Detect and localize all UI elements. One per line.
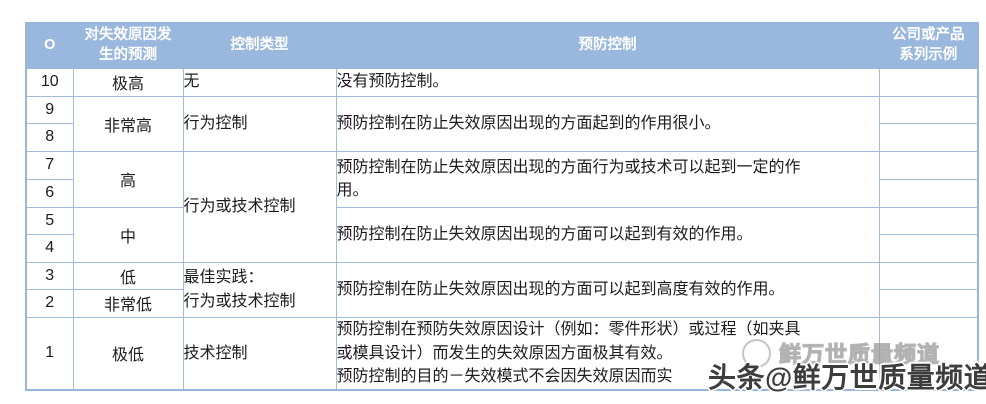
col-header-example: 公司或产品 系列示例 <box>878 22 979 69</box>
row-3: 3 低 最佳实践： 行为或技术控制 预防控制在防止失效原因出现的方面可以起到高度… <box>25 261 979 318</box>
o-cell: 10 <box>25 67 74 97</box>
row-4: 4 <box>25 233 979 263</box>
example-cell <box>878 150 979 180</box>
o-cell: 4 <box>25 233 74 263</box>
prevention-cell: 预防控制在防止失效原因出现的方面起到的作用很小。 <box>335 95 880 152</box>
example-cell <box>878 178 979 208</box>
col-header-o: O <box>25 22 74 69</box>
row-1: 1 极低 技术控制 预防控制在预防失效原因设计（例如：零件形状）或过程（如夹具 … <box>25 316 979 391</box>
prediction-cell: 非常低 <box>72 288 184 318</box>
example-cell <box>878 95 979 124</box>
col-header-control-type: 控制类型 <box>182 22 337 69</box>
o-cell: 1 <box>25 316 74 391</box>
row-10: 10 极高 无 没有预防控制。 <box>25 67 979 97</box>
example-cell <box>878 206 979 235</box>
col-header-prediction: 对失效原因发 生的预测 <box>72 22 184 69</box>
o-cell: 9 <box>25 95 74 124</box>
o-cell: 5 <box>25 206 74 235</box>
control-type-cell: 行为或技术控制 <box>182 150 337 263</box>
prediction-cell: 低 <box>72 261 184 290</box>
o-cell: 7 <box>25 150 74 180</box>
header-row: O 对失效原因发 生的预测 控制类型 预防控制 公司或产品 系列示例 <box>25 22 979 69</box>
o-cell: 8 <box>25 122 74 152</box>
example-cell <box>878 316 979 391</box>
example-cell <box>878 67 979 97</box>
prediction-cell: 中 <box>72 206 184 263</box>
prediction-cell: 高 <box>72 150 184 208</box>
example-cell <box>878 288 979 318</box>
prevention-cell: 预防控制在预防失效原因设计（例如：零件形状）或过程（如夹具 或模具设计）而发生的… <box>335 316 880 391</box>
row-6: 6 <box>25 178 979 208</box>
prevention-cell: 没有预防控制。 <box>335 67 880 97</box>
occurrence-rating-table: O 对失效原因发 生的预测 控制类型 预防控制 公司或产品 系列示例 10 极高… <box>25 22 979 391</box>
control-type-cell: 行为控制 <box>182 95 337 152</box>
example-cell <box>878 233 979 263</box>
example-cell <box>878 122 979 152</box>
control-type-cell: 最佳实践： 行为或技术控制 <box>182 261 337 318</box>
row-7: 7 高 行为或技术控制 预防控制在防止失效原因出现的方面行为或技术可以起到一定的… <box>25 150 979 263</box>
prevention-cell: 预防控制在防止失效原因出现的方面可以起到高度有效的作用。 <box>335 261 880 318</box>
o-cell: 6 <box>25 178 74 208</box>
col-header-prevention-control: 预防控制 <box>335 22 880 69</box>
prediction-cell: 极高 <box>72 67 184 97</box>
row-9: 9 非常高 行为控制 预防控制在防止失效原因出现的方面起到的作用很小。 <box>25 95 979 152</box>
prediction-cell: 非常高 <box>72 95 184 152</box>
o-cell: 2 <box>25 288 74 318</box>
prediction-cell: 极低 <box>72 316 184 391</box>
row-5: 5 中 预防控制在防止失效原因出现的方面可以起到有效的作用。 <box>25 206 979 263</box>
control-type-cell: 无 <box>182 67 337 97</box>
prevention-cell: 预防控制在防止失效原因出现的方面行为或技术可以起到一定的作 用。 <box>335 150 880 208</box>
o-cell: 3 <box>25 261 74 290</box>
row-8: 8 <box>25 122 979 152</box>
control-type-cell: 技术控制 <box>182 316 337 391</box>
prevention-cell: 预防控制在防止失效原因出现的方面可以起到有效的作用。 <box>335 206 880 263</box>
example-cell <box>878 261 979 290</box>
